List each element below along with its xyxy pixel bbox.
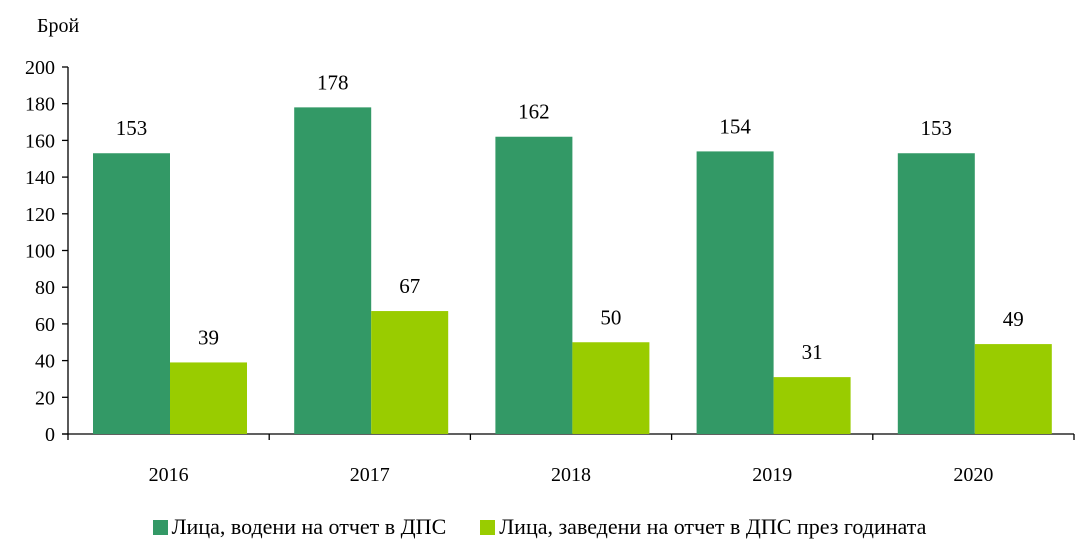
bar-series-1	[897, 153, 975, 434]
y-tick-label: 100	[25, 241, 55, 263]
y-tick-label: 40	[35, 351, 55, 373]
y-tick-label: 160	[25, 130, 55, 152]
x-tick-label: 2020	[953, 464, 993, 486]
y-tick-label: 200	[25, 57, 55, 79]
y-axis-label: Брой	[37, 15, 79, 37]
x-tick-label: 2019	[752, 464, 792, 486]
bar-series-1	[495, 136, 573, 435]
legend-label-series-1: Лица, водени на отчет в ДПС	[171, 514, 447, 539]
legend: Лица, водени на отчет в ДПС Лица, заведе…	[0, 512, 1079, 542]
x-tick-label: 2017	[350, 464, 390, 486]
bar-chart: Брой 0 20 40 60 80 100 120 140 160 180 200 2016 2017…	[25, 15, 1075, 486]
y-tick-label: 140	[25, 167, 55, 189]
bars	[93, 107, 1052, 435]
bar-series-2	[572, 342, 650, 434]
bar-series-1	[294, 107, 372, 435]
axes: 0 20 40 60 80 100 120 140 160 180 200 2016 2017 2018 2…	[25, 57, 1075, 486]
bar-series-2	[773, 377, 851, 434]
x-tick-label: 2016	[149, 464, 189, 486]
legend-swatch-series-1	[152, 519, 168, 535]
data-label-series-2: 67	[399, 274, 420, 298]
y-tick-label: 20	[35, 387, 55, 409]
data-label-series-2: 39	[198, 325, 219, 349]
y-tick-label: 180	[25, 94, 55, 116]
bar-series-1	[696, 151, 774, 434]
y-tick-label: 80	[35, 277, 55, 299]
legend-item-series-2: Лица, заведени на отчет в ДПС през годин…	[480, 514, 926, 540]
y-tick-label: 120	[25, 204, 55, 226]
bar-series-1	[93, 153, 170, 434]
legend-swatch-series-2	[480, 519, 496, 535]
data-label-series-1: 178	[317, 70, 349, 94]
y-tick-label: 0	[45, 424, 55, 446]
data-label-series-1: 153	[116, 116, 148, 140]
legend-label-series-2: Лица, заведени на отчет в ДПС през годин…	[499, 514, 927, 539]
y-tick-label: 60	[35, 314, 55, 336]
bar-series-2	[371, 311, 449, 434]
data-label-series-1: 162	[518, 100, 550, 124]
x-tick-label: 2018	[551, 464, 591, 486]
data-labels: 153 39 178 67 162 50 154 31 153 49	[116, 70, 1024, 364]
data-label-series-2: 49	[1003, 307, 1024, 331]
data-label-series-2: 31	[802, 340, 823, 364]
data-label-series-1: 153	[921, 116, 953, 140]
bar-series-2	[974, 344, 1052, 434]
data-label-series-2: 50	[600, 305, 621, 329]
bar-series-2	[170, 362, 247, 434]
legend-item-series-1: Лица, водени на отчет в ДПС	[152, 514, 447, 540]
data-label-series-1: 154	[719, 114, 751, 138]
